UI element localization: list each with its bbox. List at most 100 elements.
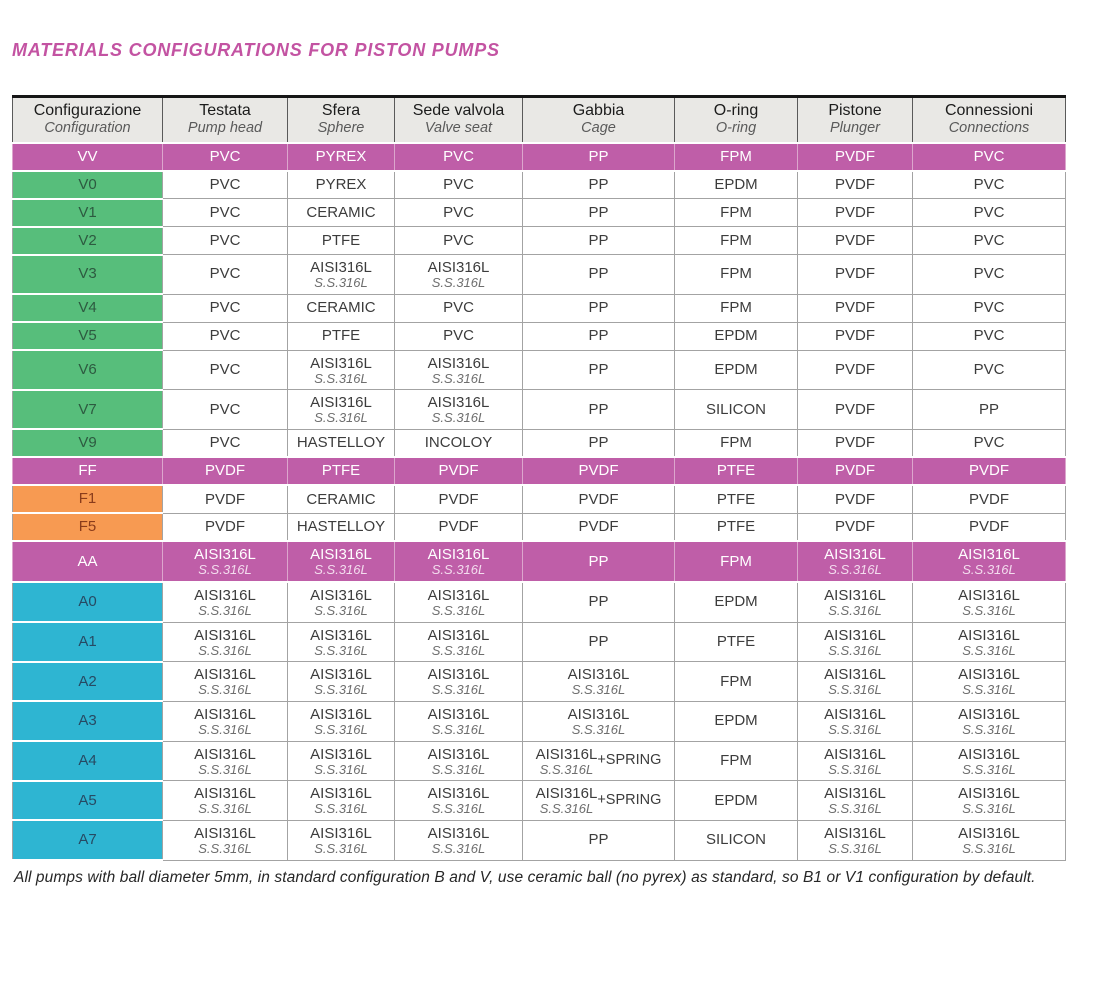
config-cell: V6 xyxy=(12,349,163,391)
material-cell: AISI316L S.S.316L xyxy=(287,780,395,821)
material-cell: PVC xyxy=(394,321,523,351)
material-cell: AISI316L S.S.316L xyxy=(394,389,523,430)
material-cell: PVDF xyxy=(522,484,675,514)
material-cell: FPM xyxy=(674,428,798,458)
material-cell: AISI316L S.S.316L xyxy=(912,621,1066,663)
material-cell: PVDF xyxy=(522,456,675,487)
material-cell: AISI316L S.S.316L xyxy=(912,780,1066,821)
table-row-VV: VV PVC PYREX PVC PP FPM PVDF PVC xyxy=(12,141,1066,172)
column-header-cage: Gabbia Cage xyxy=(522,96,675,143)
material-cell: AISI316L S.S.316L xyxy=(912,581,1066,623)
material-cell: PYREX xyxy=(287,141,395,172)
material-cell: AISI316L S.S.316L xyxy=(797,740,913,782)
material-cell: PTFE xyxy=(674,621,798,663)
material-cell: PVC xyxy=(394,141,523,172)
material-cell: INCOLOY xyxy=(394,428,523,458)
config-cell: V0 xyxy=(12,169,163,200)
material-cell: AISI316L S.S.316L xyxy=(394,700,523,742)
material-cell: PVDF xyxy=(394,484,523,514)
material-cell: AISI316L S.S.316L xyxy=(797,700,913,742)
column-header-pump-head: Testata Pump head xyxy=(162,96,288,143)
material-cell: PVDF xyxy=(797,226,913,255)
material-cell: PVDF xyxy=(797,484,913,514)
table-body: VV PVC PYREX PVC PP FPM PVDF PVC V0 PVC PYREX PVC PP… xyxy=(12,141,1066,862)
table-row-A3: A3 AISI316L S.S.316L AISI316L S.S.316L AISI31… xyxy=(12,700,1066,743)
material-cell: FPM xyxy=(674,254,798,295)
header-row: Configurazione Configuration Testata Pum… xyxy=(12,96,1066,143)
config-cell: F5 xyxy=(12,512,163,543)
spring-suffix: +SPRING xyxy=(597,752,662,769)
material-cell: PTFE xyxy=(674,456,798,487)
material-cell: AISI316L S.S.316L xyxy=(162,540,288,584)
material-cell: PVDF xyxy=(797,349,913,391)
material-cell: SILICON xyxy=(674,389,798,430)
material-cell: EPDM xyxy=(674,780,798,821)
material-cell: PVDF xyxy=(797,321,913,351)
material-cell: FPM xyxy=(674,540,798,584)
material-cell: AISI316L S.S.316L xyxy=(162,819,288,861)
header-label-en: Valve seat xyxy=(424,120,493,137)
material-cell: PP xyxy=(522,293,675,323)
material-cell: PVC xyxy=(912,141,1066,172)
config-cell: V3 xyxy=(12,253,163,296)
material-cell: FPM xyxy=(674,740,798,782)
material-cell: PP xyxy=(522,254,675,295)
material-cell: PVC xyxy=(394,293,523,323)
materials-table: Configurazione Configuration Testata Pum… xyxy=(12,95,1066,862)
material-cell: AISI316L S.S.316L xyxy=(797,581,913,623)
material-cell: PVC xyxy=(162,226,288,255)
material-cell: AISI316L S.S.316L xyxy=(522,700,675,742)
material-cell: PVDF xyxy=(162,484,288,514)
material-cell: CERAMIC xyxy=(287,484,395,514)
material-cell: AISI316L S.S.316L xyxy=(912,540,1066,584)
material-cell: PTFE xyxy=(287,456,395,487)
config-cell: V7 xyxy=(12,388,163,431)
material-cell: FPM xyxy=(674,661,798,702)
table-row-A4: A4 AISI316L S.S.316L AISI316L S.S.316L AISI31… xyxy=(12,740,1066,782)
material-cell: PVDF xyxy=(522,512,675,542)
material-cell: PVC xyxy=(162,349,288,391)
material-cell: AISI316L S.S.316L xyxy=(394,740,523,782)
material-cell: PVC xyxy=(912,293,1066,323)
material-cell: PVC xyxy=(394,198,523,227)
material-cell: PVDF xyxy=(797,512,913,542)
material-cell: PP xyxy=(522,141,675,172)
header-label-en: Configuration xyxy=(44,120,131,137)
material-cell: PP xyxy=(912,389,1066,430)
page: MATERIALS CONFIGURATIONS FOR PISTON PUMP… xyxy=(12,40,1066,886)
material-cell: AISI316L S.S.316L xyxy=(287,389,395,430)
material-cell: AISI316L S.S.316L xyxy=(287,254,395,295)
header-label-en: Sphere xyxy=(317,120,365,137)
header-label-it: Sede valvola xyxy=(412,102,505,120)
material-cell: EPDM xyxy=(674,170,798,199)
material-cell: AISI316L S.S.316L xyxy=(912,819,1066,861)
header-label-it: Configurazione xyxy=(33,102,142,120)
material-cell: PVC xyxy=(162,389,288,430)
material-cell: CERAMIC xyxy=(287,293,395,323)
table-row-A1: A1 AISI316L S.S.316L AISI316L S.S.316L AISI31… xyxy=(12,621,1066,663)
header-label-en: Connections xyxy=(948,120,1030,137)
material-cell: PYREX xyxy=(287,170,395,199)
config-cell: V5 xyxy=(12,321,163,352)
material-cell: PVDF xyxy=(797,198,913,227)
material-cell: PVC xyxy=(912,170,1066,199)
material-cell: PP xyxy=(522,170,675,199)
material-cell: AISI316L S.S.316L xyxy=(522,661,675,702)
material-cell: FPM xyxy=(674,226,798,255)
material-cell: FPM xyxy=(674,293,798,323)
config-cell: A4 xyxy=(12,740,163,782)
material-cell: PP xyxy=(522,621,675,663)
material-cell: EPDM xyxy=(674,700,798,742)
material-cell: AISI316L S.S.316L xyxy=(287,540,395,584)
material-cell: FPM xyxy=(674,198,798,227)
material-cell: AISI316L S.S.316L xyxy=(287,349,395,391)
material-cell: PVC xyxy=(162,254,288,295)
config-cell: A1 xyxy=(12,621,163,663)
material-cell: PVC xyxy=(912,254,1066,295)
table-row-V3: V3 PVC AISI316L S.S.316L AISI316L S.S.316L PP F… xyxy=(12,253,1066,296)
material-cell: PVDF xyxy=(797,254,913,295)
column-header-plunger: Pistone Plunger xyxy=(797,96,913,143)
material-cell: PP xyxy=(522,389,675,430)
config-cell: F1 xyxy=(12,484,163,515)
material-cell: AISI316L S.S.316L xyxy=(797,780,913,821)
